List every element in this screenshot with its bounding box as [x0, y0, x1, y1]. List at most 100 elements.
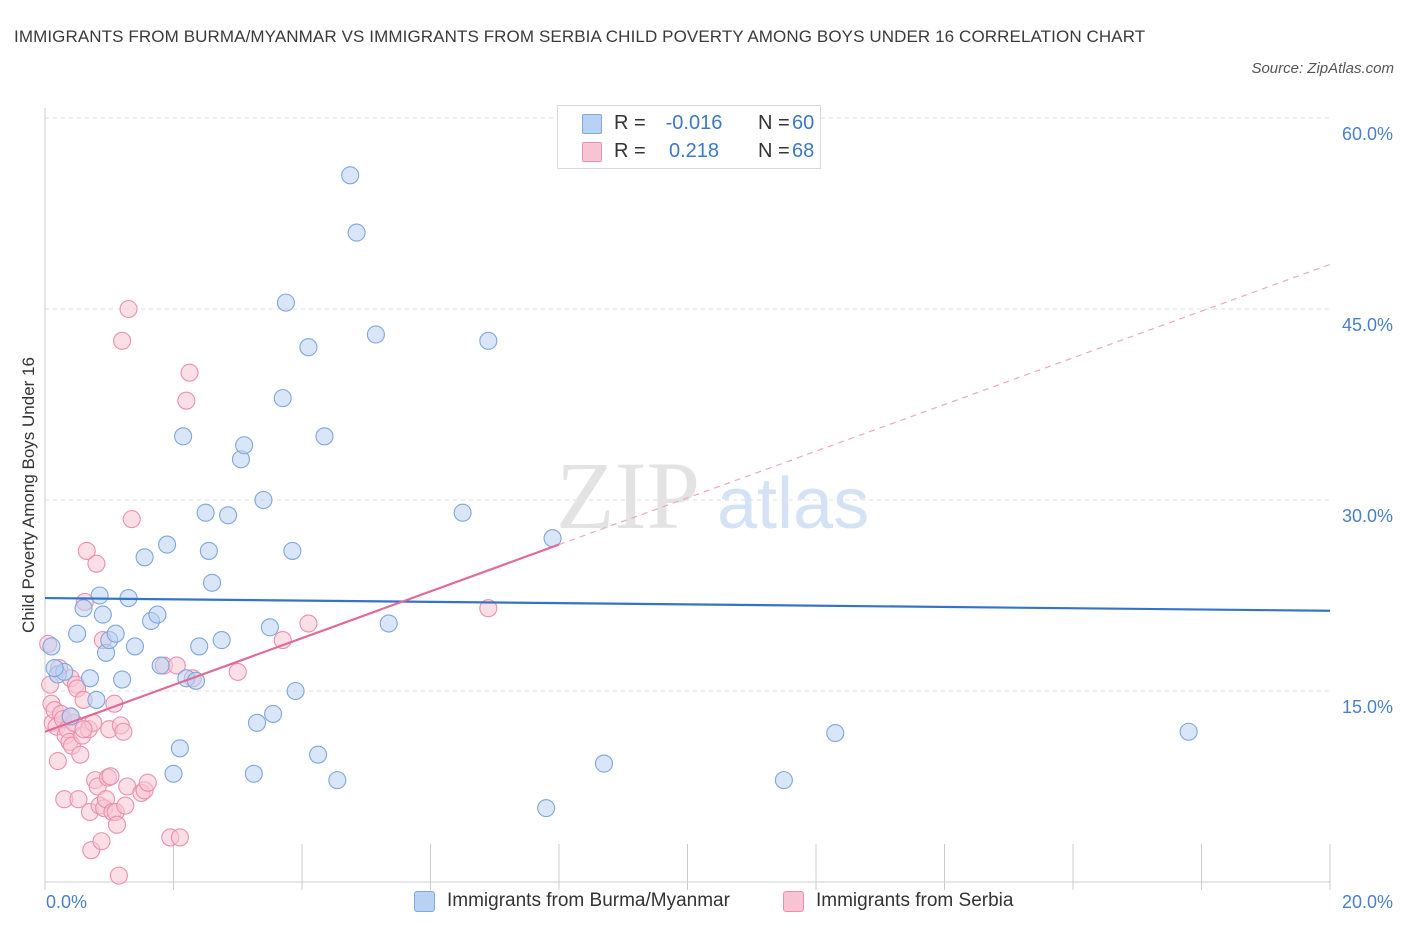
burma-point: [244, 764, 263, 783]
legend-swatch-burma: [582, 114, 602, 134]
serbia-point: [138, 773, 157, 792]
serbia-point: [77, 541, 96, 560]
burma-point: [347, 223, 366, 242]
burma-point: [379, 614, 398, 633]
burma-point: [774, 771, 793, 790]
legend-row-burma: R = -0.016 N = 60: [582, 112, 814, 138]
bottom-legend-label-serbia: Immigrants from Serbia: [816, 890, 1014, 911]
legend-swatch-serbia: [582, 142, 602, 162]
burma-point: [219, 506, 238, 525]
serbia-trend-extension: [558, 263, 1331, 546]
burma-points: [42, 166, 1198, 818]
y-tick-label: 15.0%: [1342, 697, 1393, 717]
burma-point: [479, 331, 498, 350]
serbia-point: [71, 745, 90, 764]
x-tick-label-min: 0.0%: [46, 892, 87, 912]
burma-point: [1179, 722, 1198, 741]
burma-point: [74, 599, 93, 618]
x-tick-label-max: 20.0%: [1342, 892, 1393, 912]
burma-point: [826, 723, 845, 743]
legend-n-value: 68: [792, 140, 815, 162]
y-tick-label: 60.0%: [1342, 124, 1393, 144]
burma-point: [113, 670, 132, 689]
serbia-trend-line: [44, 543, 560, 733]
burma-point: [42, 637, 61, 656]
burma-point: [199, 541, 218, 560]
serbia-point: [119, 299, 138, 319]
burma-point: [235, 436, 254, 455]
burma-point: [247, 713, 267, 732]
burma-point: [87, 690, 106, 709]
serbia-point: [101, 767, 120, 786]
serbia-point: [87, 554, 106, 573]
serbia-point: [479, 599, 498, 618]
serbia-point: [92, 832, 111, 851]
serbia-point: [114, 722, 133, 741]
burma-point: [453, 503, 472, 522]
serbia-point: [113, 331, 132, 350]
burma-point: [125, 637, 144, 656]
burma-point: [164, 764, 183, 783]
legend-r-label: R =: [614, 140, 646, 162]
burma-point: [135, 548, 154, 567]
legend-row-serbia: R = 0.218 N = 68: [582, 140, 814, 166]
serbia-point: [74, 720, 93, 739]
serbia-point: [228, 662, 247, 681]
burma-point: [273, 389, 292, 408]
bottom-legend-swatch-burma: [414, 891, 435, 912]
y-tick-label: 45.0%: [1342, 315, 1393, 335]
y-axis-tick-labels: 15.0% 30.0% 45.0% 60.0%: [1342, 124, 1393, 717]
burma-point: [158, 535, 177, 554]
watermark-zip: ZIP: [556, 442, 700, 549]
serbia-point: [122, 510, 141, 529]
serbia-point: [116, 796, 135, 815]
chart-title: IMMIGRANTS FROM BURMA/MYANMAR VS IMMIGRA…: [14, 27, 1146, 46]
x-axis-ticks: [44, 844, 1331, 890]
burma-point: [174, 427, 193, 446]
legend-n-label: N =: [758, 140, 790, 162]
legend-r-label: R =: [614, 112, 646, 134]
trend-lines: [44, 263, 1331, 733]
serbia-point: [69, 790, 88, 809]
y-tick-label: 30.0%: [1342, 506, 1393, 526]
burma-point: [203, 573, 222, 592]
burma-point: [254, 490, 273, 510]
serbia-point: [299, 614, 318, 633]
bottom-legend-label-burma: Immigrants from Burma/Myanmar: [447, 890, 730, 911]
burma-point: [276, 293, 295, 312]
burma-point: [196, 503, 215, 522]
burma-point: [170, 739, 189, 758]
burma-point: [341, 166, 360, 185]
legend-r-value: 0.218: [668, 140, 720, 162]
legend-r-value: -0.016: [665, 112, 723, 134]
legend-n-label: N =: [758, 112, 790, 134]
burma-point: [315, 427, 334, 446]
burma-point: [299, 338, 318, 357]
burma-point: [106, 624, 125, 643]
serbia-point: [170, 828, 189, 847]
serbia-point: [107, 815, 127, 834]
burma-point: [90, 586, 109, 605]
burma-point: [283, 541, 302, 560]
burma-point: [537, 799, 556, 818]
legend-n-value: 60: [792, 112, 815, 134]
burma-trend-line: [44, 596, 1331, 612]
burma-point: [148, 605, 167, 624]
y-axis-label: Child Poverty Among Boys Under 16: [19, 357, 38, 633]
burma-point: [151, 656, 170, 675]
burma-point: [594, 754, 614, 773]
source-label: Source: ZipAtlas.com: [1251, 60, 1394, 77]
burma-point: [260, 618, 279, 637]
burma-point: [45, 659, 64, 678]
burma-point: [309, 745, 328, 764]
burma-point: [366, 325, 385, 344]
serbia-point: [48, 751, 67, 771]
burma-point: [328, 771, 347, 790]
serbia-point: [109, 866, 128, 885]
serbia-point: [180, 363, 199, 382]
correlation-legend: R = -0.016 N = 60 R = 0.218 N = 68: [557, 105, 821, 169]
watermark-atlas: atlas: [717, 464, 869, 544]
bottom-legend-swatch-serbia: [783, 891, 804, 912]
burma-point: [190, 637, 209, 656]
